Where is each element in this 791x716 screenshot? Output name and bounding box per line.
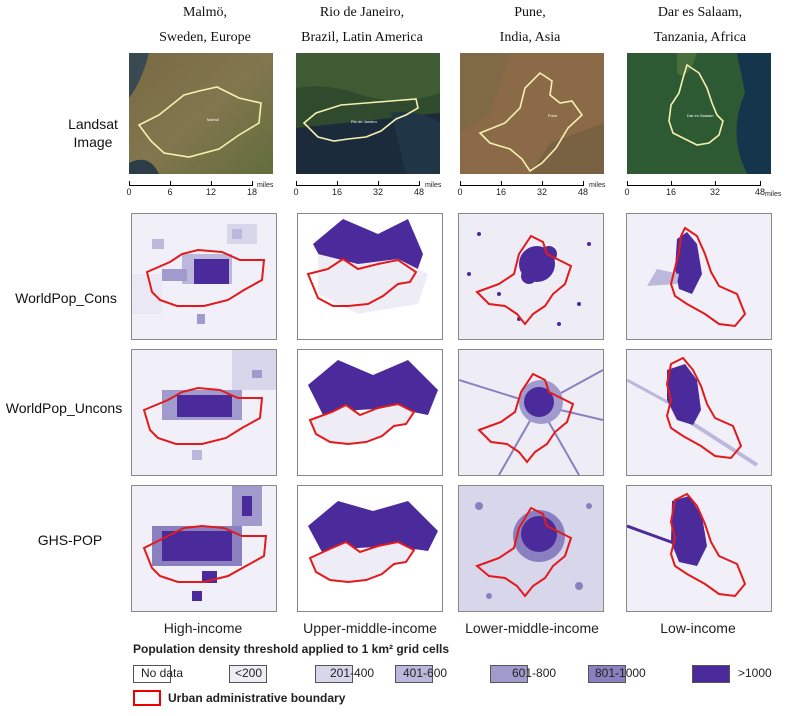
- legend-boundary-swatch: [133, 690, 161, 706]
- legend-title: Population density threshold applied to …: [133, 642, 450, 656]
- city-region: India, Asia: [499, 30, 561, 45]
- legend-label: 801-1000: [595, 666, 646, 680]
- scale-tick-label: 16: [331, 187, 343, 197]
- scale-bar-pune: 0 16 32 48 miles: [457, 181, 605, 201]
- legend-label: 401-600: [403, 666, 448, 680]
- scale-tick-label: 16: [665, 187, 677, 197]
- legend-swatch-lt200: [229, 665, 267, 683]
- legend-swatch-no-data: [133, 665, 171, 683]
- income-label-high: High-income: [163, 620, 243, 636]
- landsat-image-malmo: Malmö: [129, 53, 273, 174]
- city-name: Dar es Salaam,: [657, 5, 743, 20]
- scale-tick-label: 6: [167, 187, 173, 197]
- map-city-label: Pune: [548, 113, 558, 118]
- column-title-malmo: Malmö, Sweden, Europe: [120, 0, 290, 50]
- scale-unit: miles: [257, 182, 274, 189]
- column-title-rio: Rio de Janeiro, Brazil, Latin America: [282, 0, 442, 50]
- map-worldpop-cons-dar: [626, 213, 772, 340]
- legend-label: <200: [235, 666, 263, 680]
- map-ghs-pop-dar: [626, 485, 772, 612]
- legend-swatch-801-1000: [588, 665, 626, 683]
- row-label-worldpop-uncons: WorldPop_Uncons: [5, 400, 123, 416]
- landsat-image-dar: Dar es Salaam: [627, 53, 771, 174]
- income-label-low: Low-income: [660, 620, 736, 636]
- map-ghs-pop-malmo: [131, 485, 277, 612]
- map-city-label: Dar es Salaam: [687, 113, 714, 118]
- map-city-label: Malmö: [207, 117, 220, 122]
- city-region: Tanzania, Africa: [653, 30, 747, 45]
- city-region: Brazil, Latin America: [301, 30, 423, 45]
- scale-bar-rio: 0 16 32 48 miles: [293, 181, 441, 201]
- scale-unit: miles: [425, 182, 442, 189]
- map-ghs-pop-pune: [458, 485, 604, 612]
- row-label-landsat: Landsat Image: [68, 116, 118, 150]
- legend-swatch-gt1000: [692, 665, 730, 683]
- scale-tick-label: 48: [754, 187, 766, 197]
- map-worldpop-uncons-malmo: [131, 349, 277, 476]
- legend-swatch-201-400: [315, 665, 353, 683]
- scale-tick-label: 12: [205, 187, 217, 197]
- column-title-pune: Pune, India, Asia: [450, 0, 610, 50]
- map-worldpop-uncons-pune: [458, 349, 604, 476]
- legend-swatch-401-600: [395, 665, 433, 683]
- map-worldpop-uncons-dar: [626, 349, 772, 476]
- income-label-upper-middle: Upper-middle-income: [303, 620, 437, 636]
- legend-swatch-601-800: [490, 665, 528, 683]
- landsat-image-pune: Pune: [460, 53, 604, 174]
- map-ghs-pop-rio: [297, 485, 443, 612]
- scale-tick-label: 32: [709, 187, 721, 197]
- scale-tick-label: 0: [457, 187, 463, 197]
- scale-tick-label: 48: [413, 187, 425, 197]
- city-name: Pune,: [514, 5, 546, 20]
- scale-tick-label: 16: [495, 187, 507, 197]
- map-worldpop-cons-rio: [297, 213, 443, 340]
- scale-tick-label: 0: [293, 187, 299, 197]
- row-label-worldpop-cons: WorldPop_Cons: [15, 290, 117, 306]
- city-name: Rio de Janeiro,: [319, 5, 405, 20]
- map-worldpop-cons-pune: [458, 213, 604, 340]
- scale-bar-malmo: 0 6 12 18 miles: [126, 181, 273, 201]
- scale-tick-label: 48: [577, 187, 589, 197]
- legend-label: >1000: [738, 666, 772, 680]
- scale-tick-label: 32: [372, 187, 384, 197]
- legend-label: 601-800: [512, 666, 557, 680]
- legend-boundary-label: Urban administrative boundary: [168, 691, 346, 705]
- city-region: Sweden, Europe: [159, 30, 251, 45]
- scale-bar-dar: 0 16 32 48 miles: [624, 181, 781, 201]
- map-worldpop-uncons-rio: [297, 349, 443, 476]
- income-label-lower-middle: Lower-middle-income: [465, 620, 599, 636]
- scale-tick-label: 0: [126, 187, 132, 197]
- city-name: Malmö,: [183, 5, 227, 20]
- map-city-label: Rio de Janeiro: [351, 119, 378, 124]
- row-label-ghs-pop: GHS-POP: [37, 532, 103, 548]
- scale-tick-label: 18: [246, 187, 258, 197]
- landsat-image-rio: Rio de Janeiro: [296, 53, 440, 174]
- scale-unit: miles: [765, 191, 782, 198]
- scale-tick-label: 0: [624, 187, 630, 197]
- legend-label: 201-400: [330, 666, 375, 680]
- column-title-dar: Dar es Salaam, Tanzania, Africa: [620, 0, 780, 50]
- legend-label: No data: [141, 666, 184, 680]
- scale-unit: miles: [589, 182, 606, 189]
- scale-tick-label: 32: [536, 187, 548, 197]
- map-worldpop-cons-malmo: [131, 213, 277, 340]
